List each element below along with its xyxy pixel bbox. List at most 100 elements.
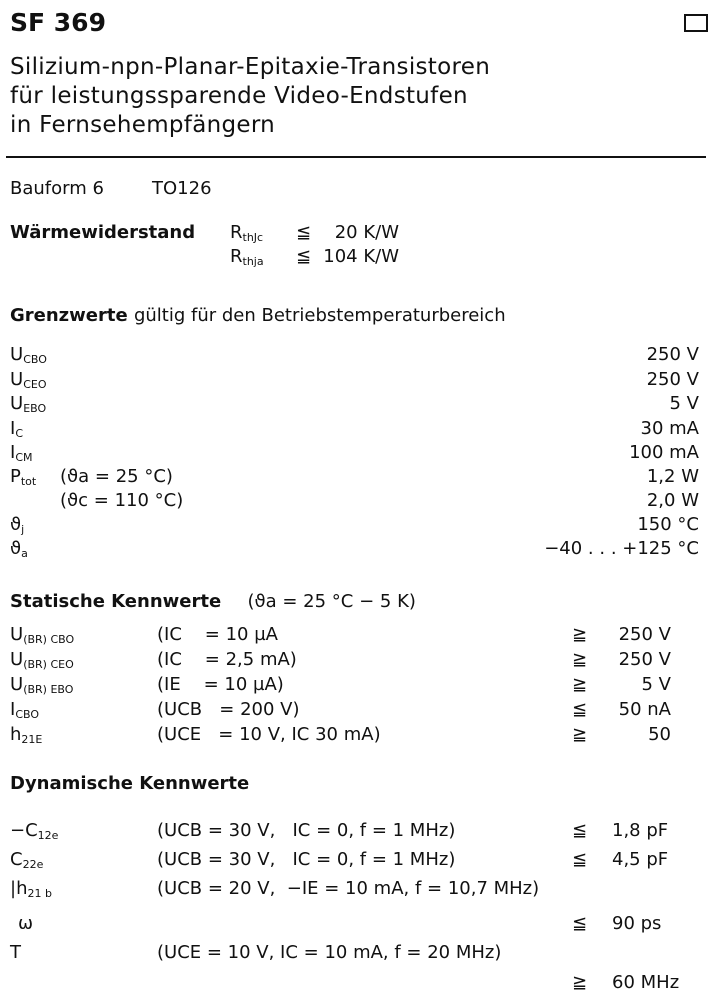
- symbol: ω: [18, 913, 33, 935]
- value: 2,0 W: [646, 490, 699, 511]
- condition: (ϑa = 25 °C): [60, 466, 173, 487]
- value: 50 nA: [618, 699, 671, 720]
- symbol-base: R: [230, 222, 243, 243]
- part-number-title: SF 369: [10, 8, 106, 37]
- relation-sign: ≧: [572, 624, 588, 645]
- value: 150 °C: [637, 514, 699, 535]
- symbol: C22e: [10, 849, 43, 871]
- value: −40 . . . +125 °C: [544, 538, 699, 559]
- value: 1,8 pF: [612, 820, 669, 841]
- symbol-subscript: 22e: [22, 858, 44, 871]
- symbol: UCEO: [10, 369, 46, 391]
- package-type: TO126: [152, 178, 212, 199]
- subtitle-line: in Fernsehempfängern: [10, 112, 276, 138]
- relation-sign: ≧: [572, 972, 588, 993]
- symbol: ϑj: [10, 514, 24, 536]
- value: 100 mA: [629, 442, 699, 463]
- limits-heading-rest: gültig für den Betriebstemperaturbereich: [133, 305, 506, 326]
- value: 90 ps: [612, 913, 662, 934]
- symbol-base: |h: [10, 878, 28, 899]
- checkbox-icon: [684, 14, 708, 32]
- symbol: U(BR) EBO: [10, 674, 73, 696]
- symbol: Rthja: [230, 246, 264, 268]
- symbol-base: U: [10, 624, 24, 645]
- symbol-subscript: CM: [15, 451, 33, 464]
- value: 50: [648, 724, 671, 745]
- symbol-base: −C: [10, 820, 38, 841]
- condition: (ϑc = 110 °C): [60, 490, 184, 511]
- relation-sign: ≦: [572, 913, 588, 934]
- condition: (IC = 10 µA: [157, 624, 278, 645]
- symbol-base: C: [10, 849, 23, 870]
- symbol-base: P: [10, 466, 21, 487]
- relation-sign: ≧: [572, 649, 588, 670]
- value: 5 V: [669, 393, 700, 414]
- symbol-subscript: EBO: [23, 402, 47, 415]
- symbol: |h21 b: [10, 878, 52, 900]
- symbol: RthJc: [230, 222, 263, 244]
- relation-sign: ≧: [572, 674, 588, 695]
- limits-heading: Grenzwerte gültig für den Betriebstemper…: [10, 305, 506, 326]
- limits-heading-bold: Grenzwerte: [10, 305, 128, 326]
- symbol-base: ϑ: [10, 538, 22, 559]
- symbol-base: ω: [18, 913, 34, 934]
- relation-sign: ≦: [296, 246, 312, 267]
- relation-sign: ≦: [572, 849, 588, 870]
- thermal-resistance-label: Wärmewiderstand: [10, 222, 196, 243]
- relation-sign: ≦: [572, 699, 588, 720]
- condition: (UCB = 200 V): [157, 699, 300, 720]
- symbol: Ptot: [10, 466, 36, 488]
- package-label: Bauform 6: [10, 178, 104, 199]
- symbol-base: U: [10, 344, 24, 365]
- symbol-subscript: j: [21, 523, 25, 536]
- value: 5 V: [641, 674, 672, 695]
- symbol-base: T: [10, 942, 21, 963]
- symbol-subscript: C: [15, 427, 23, 440]
- value: 250 V: [618, 649, 671, 670]
- symbol-subscript: 12e: [37, 829, 59, 842]
- divider: [6, 156, 706, 158]
- symbol: T: [10, 942, 21, 964]
- static-heading-bold: Statische Kennwerte: [10, 591, 222, 612]
- symbol-subscript: (BR) CEO: [23, 658, 74, 671]
- symbol-subscript: CBO: [23, 353, 47, 366]
- symbol: ICBO: [10, 699, 39, 721]
- symbol-base: U: [10, 674, 24, 695]
- symbol-subscript: thja: [242, 255, 264, 268]
- condition: (IC = 2,5 mA): [157, 649, 297, 670]
- symbol: ICM: [10, 442, 32, 464]
- relation-sign: ≧: [572, 724, 588, 745]
- symbol-base: I: [10, 442, 16, 463]
- relation-sign: ≦: [296, 222, 312, 243]
- symbol-subscript: a: [21, 547, 28, 560]
- symbol-base: U: [10, 393, 24, 414]
- symbol-subscript: tot: [20, 475, 37, 488]
- value: 250 V: [646, 344, 699, 365]
- subtitle-line: Silizium-npn-Planar-Epitaxie-Transistore…: [10, 54, 491, 80]
- value: 60 MHz: [612, 972, 680, 993]
- value: 30 mA: [640, 418, 699, 439]
- symbol: IC: [10, 418, 23, 440]
- static-heading-rest: (ϑa = 25 °C − 5 K): [247, 591, 416, 612]
- condition: (UCB = 20 V, −IE = 10 mA, f = 10,7 MHz): [157, 878, 540, 899]
- symbol-subscript: 21 b: [27, 887, 52, 900]
- symbol: UEBO: [10, 393, 46, 415]
- symbol: U(BR) CEO: [10, 649, 74, 671]
- condition: (UCB = 30 V, IC = 0, f = 1 MHz): [157, 820, 456, 841]
- symbol-base: ϑ: [10, 514, 22, 535]
- value: 20 K/W: [334, 222, 399, 243]
- value: 104 K/W: [323, 246, 399, 267]
- symbol-subscript: 21E: [21, 733, 43, 746]
- symbol-base: I: [10, 699, 16, 720]
- symbol-subscript: (BR) EBO: [23, 683, 74, 696]
- value: 4,5 pF: [612, 849, 669, 870]
- symbol-base: R: [230, 246, 243, 267]
- dynamic-heading: Dynamische Kennwerte: [10, 773, 250, 794]
- condition: (IE = 10 µA): [157, 674, 284, 695]
- condition: (UCE = 10 V, IC = 10 mA, f = 20 MHz): [157, 942, 502, 963]
- symbol-base: I: [10, 418, 16, 439]
- condition: (UCE = 10 V, IC 30 mA): [157, 724, 381, 745]
- symbol-subscript: CBO: [15, 708, 40, 721]
- symbol-base: U: [10, 649, 24, 670]
- condition: (UCB = 30 V, IC = 0, f = 1 MHz): [157, 849, 456, 870]
